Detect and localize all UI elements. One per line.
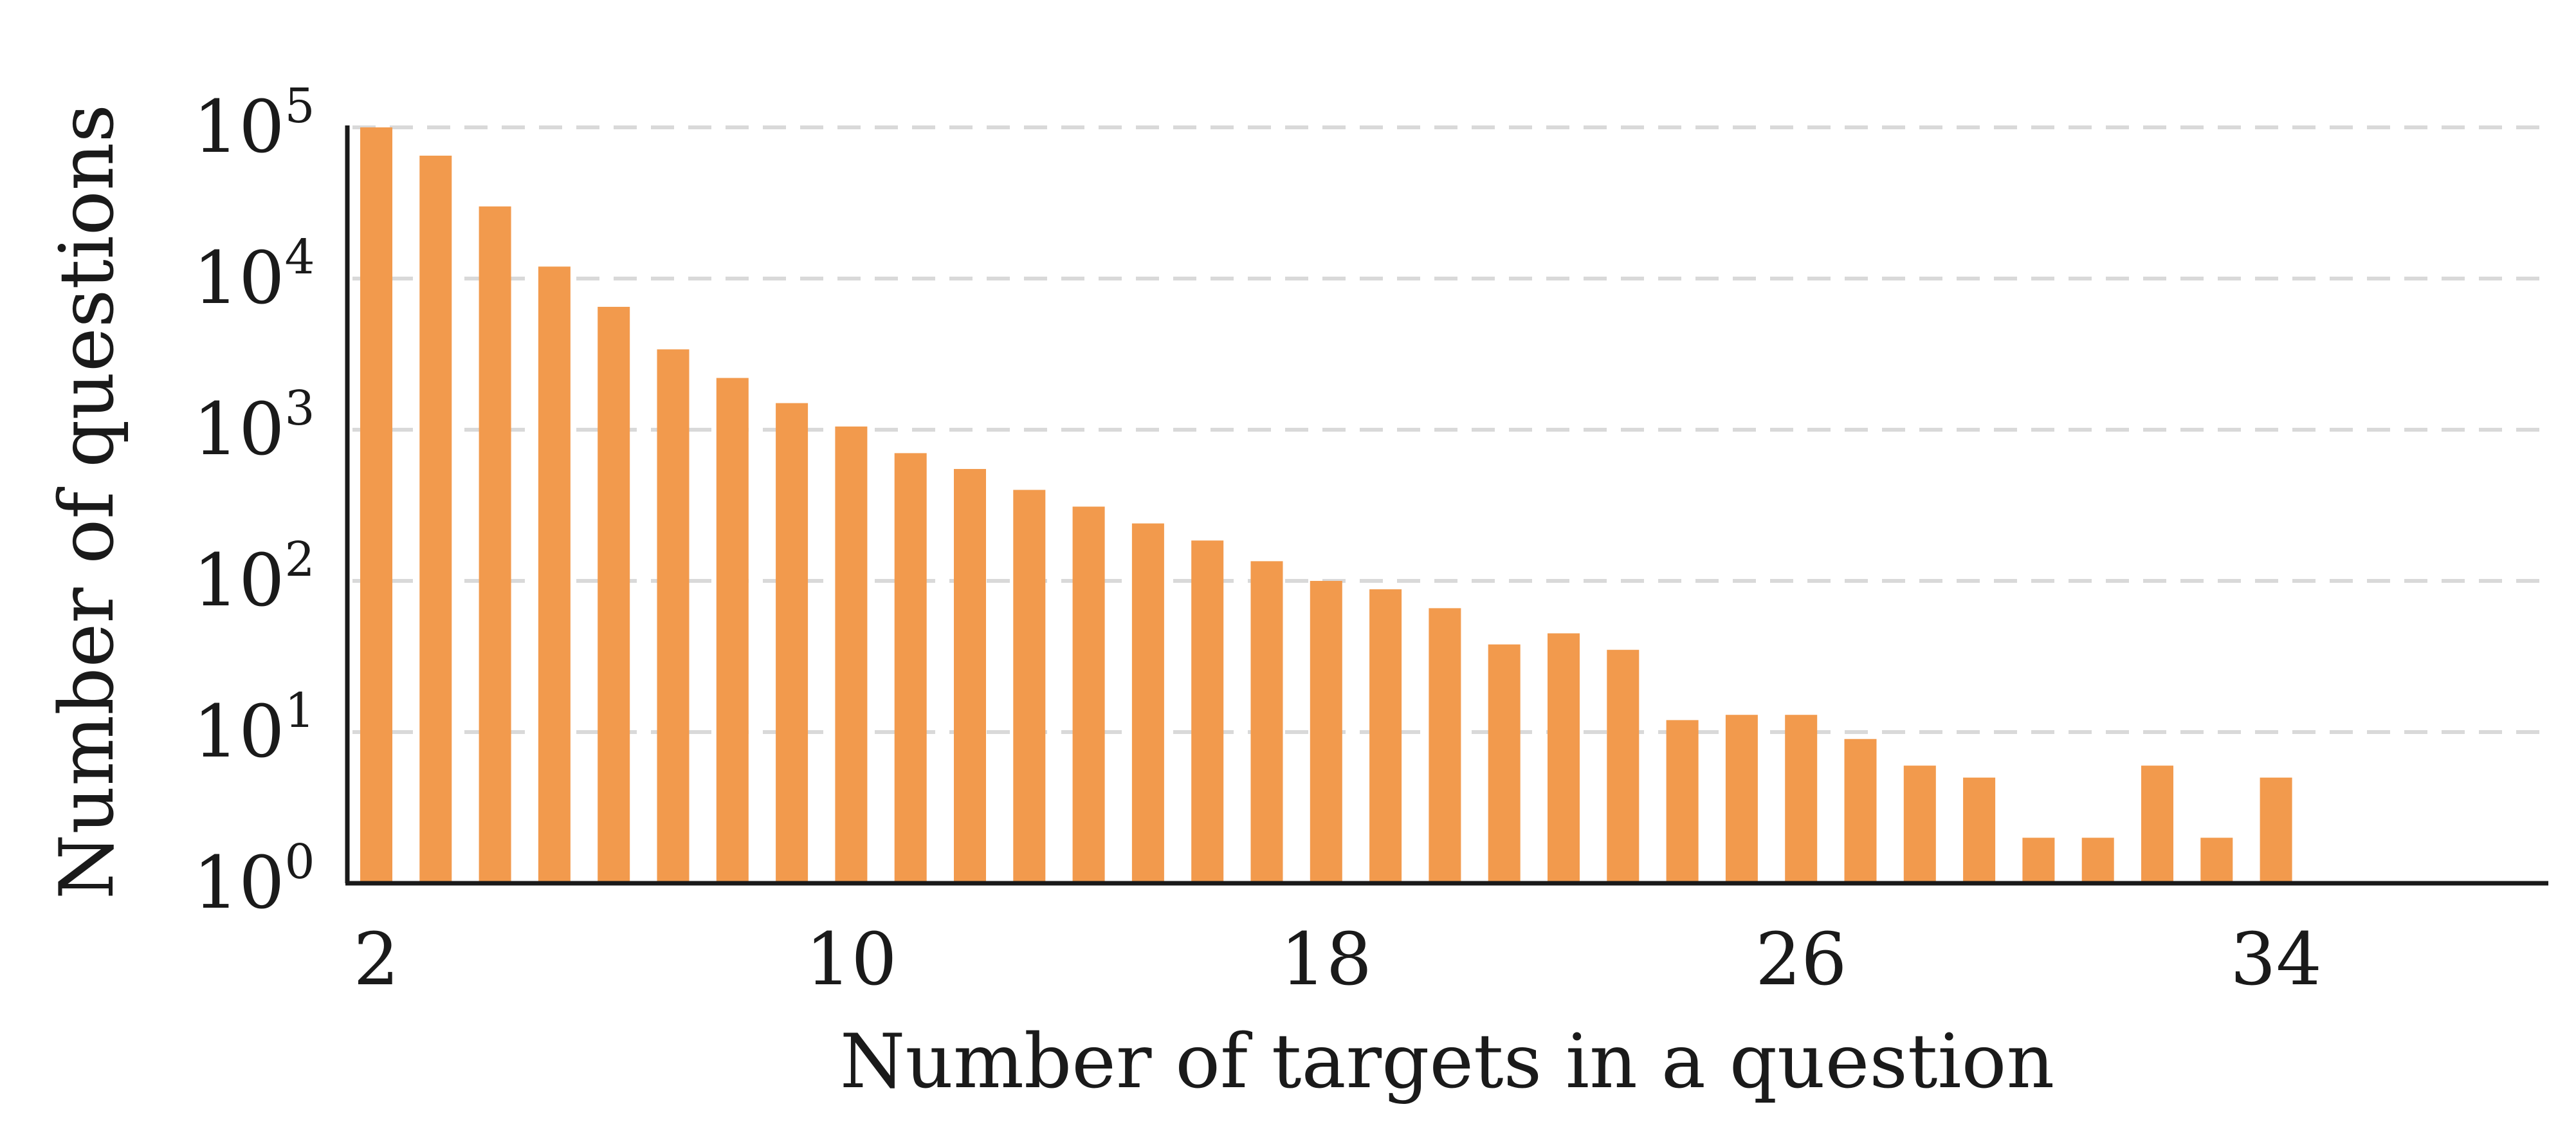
bar-15	[1131, 523, 1164, 883]
x-tick-label: 34	[2230, 918, 2322, 1002]
bar-9	[776, 403, 808, 883]
bar-33	[2200, 838, 2233, 883]
bar-23	[1607, 650, 1640, 883]
bars	[360, 127, 2292, 884]
bar-3	[419, 155, 452, 884]
y-tick-label: 104	[193, 230, 315, 320]
bar-6	[598, 306, 630, 884]
x-tick-labels: 2 10 18 26 34	[353, 918, 2321, 1002]
bar-24	[1666, 720, 1699, 883]
bar-28	[1903, 766, 1936, 883]
x-tick-label: 10	[805, 918, 897, 1002]
y-tick-label: 100	[193, 834, 315, 925]
y-tick-label: 101	[193, 683, 315, 774]
bar-26	[1785, 715, 1818, 883]
bar-17	[1250, 561, 1283, 883]
axes	[345, 125, 2548, 886]
bar-13	[1013, 490, 1046, 883]
x-tick-label: 18	[1281, 918, 1373, 1002]
bar-20	[1429, 608, 1461, 883]
y-tick-label: 105	[193, 78, 315, 169]
bar-34	[2260, 777, 2292, 883]
bar-14	[1072, 506, 1105, 883]
y-tick-label: 102	[193, 532, 315, 623]
bar-18	[1310, 581, 1342, 883]
bar-16	[1191, 540, 1224, 883]
bar-2	[360, 127, 392, 883]
y-axis-title: Number of questions	[44, 104, 131, 899]
bar-32	[2141, 766, 2173, 883]
x-axis-title: Number of targets in a question	[840, 1018, 2054, 1105]
bar-10	[835, 427, 868, 883]
bar-27	[1844, 739, 1877, 883]
bar-25	[1725, 715, 1758, 883]
y-tick-labels: 100 101 102 103 104 105	[193, 78, 315, 925]
bar-12	[954, 469, 986, 883]
bar-5	[538, 266, 571, 883]
bar-30	[2022, 838, 2055, 883]
y-tick-label: 103	[193, 381, 315, 472]
bar-8	[716, 378, 749, 883]
x-tick-label: 2	[353, 918, 399, 1002]
x-tick-label: 26	[1755, 918, 1847, 1002]
bar-21	[1488, 644, 1521, 883]
bar-7	[657, 349, 690, 883]
bar-19	[1369, 589, 1402, 883]
bar-4	[479, 206, 511, 884]
bar-22	[1548, 633, 1580, 883]
bar-31	[2081, 838, 2114, 883]
bar-11	[894, 453, 927, 883]
bar-29	[1963, 777, 1996, 883]
